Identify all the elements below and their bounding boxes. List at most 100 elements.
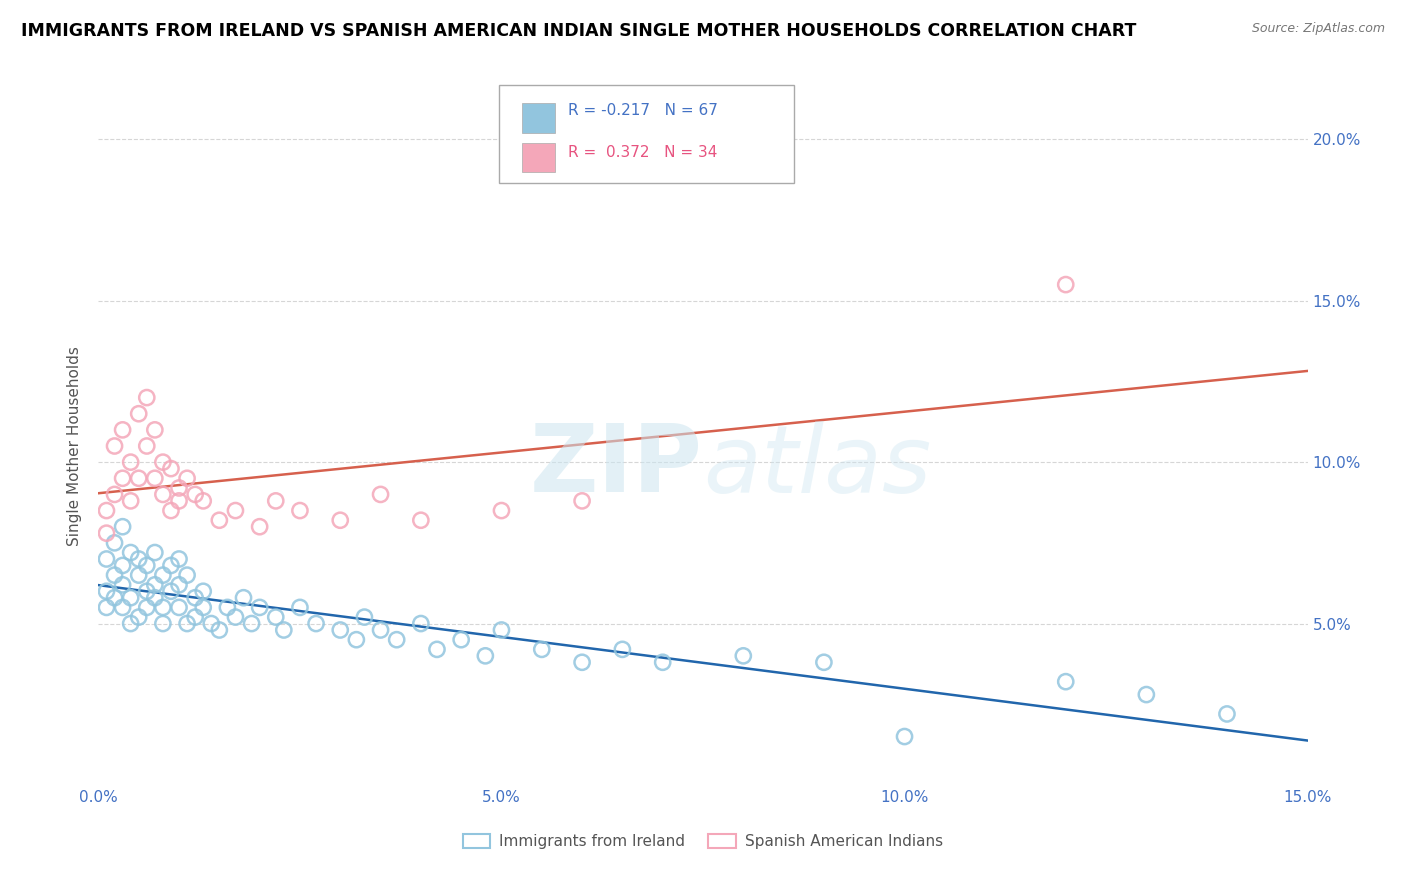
Point (450, 632, 472, 647)
Point (208, 623, 231, 637)
Point (217, 600, 239, 615)
Point (329, 513, 352, 527)
Point (249, 600, 271, 615)
Point (96, 552, 118, 566)
Point (1216, 706, 1239, 721)
Point (249, 519, 271, 533)
Point (240, 616, 263, 631)
Point (167, 481, 190, 495)
Point (135, 584, 157, 599)
Point (167, 600, 190, 615)
Point (160, 503, 183, 517)
Text: R = -0.217   N = 67: R = -0.217 N = 67 (568, 103, 718, 119)
Point (893, 730, 915, 744)
Point (193, 584, 215, 599)
Point (111, 519, 134, 533)
Point (232, 591, 254, 605)
Point (128, 471, 150, 485)
Point (193, 494, 215, 508)
Point (571, 655, 593, 669)
Point (128, 568, 150, 582)
Point (571, 494, 593, 508)
Point (152, 455, 174, 469)
Point (96, 600, 118, 615)
Point (120, 455, 142, 469)
Point (167, 578, 190, 592)
Point (184, 591, 207, 605)
Point (167, 494, 190, 508)
Point (176, 616, 198, 631)
Point (264, 610, 287, 624)
Point (143, 423, 166, 437)
Point (651, 655, 673, 669)
Legend: Immigrants from Ireland, Spanish American Indians: Immigrants from Ireland, Spanish America… (457, 828, 949, 855)
Point (224, 610, 246, 624)
Point (184, 487, 207, 501)
Point (208, 513, 231, 527)
Point (1054, 277, 1077, 292)
Point (409, 513, 432, 527)
Point (370, 623, 392, 637)
Point (176, 471, 198, 485)
Text: ZIP: ZIP (530, 420, 703, 512)
Point (353, 610, 375, 624)
Point (128, 407, 150, 421)
Point (103, 536, 125, 550)
Point (111, 471, 134, 485)
Y-axis label: Single Mother Households: Single Mother Households (67, 346, 83, 546)
Point (344, 632, 367, 647)
Point (152, 568, 174, 582)
Point (1054, 674, 1077, 689)
Point (111, 558, 134, 573)
Point (530, 642, 553, 657)
Text: Source: ZipAtlas.com: Source: ZipAtlas.com (1251, 22, 1385, 36)
Point (288, 503, 311, 517)
Point (135, 391, 157, 405)
Point (329, 623, 352, 637)
Point (426, 642, 449, 657)
Point (120, 545, 142, 559)
Point (152, 600, 174, 615)
Point (143, 471, 166, 485)
Point (143, 545, 166, 559)
Point (135, 439, 157, 453)
Point (96, 503, 118, 517)
Point (103, 568, 125, 582)
Point (103, 591, 125, 605)
Point (273, 623, 295, 637)
Point (1135, 688, 1157, 702)
Point (264, 494, 287, 508)
Point (135, 558, 157, 573)
Point (160, 558, 183, 573)
Point (96, 584, 118, 599)
Point (288, 600, 311, 615)
Point (111, 578, 134, 592)
Point (143, 591, 166, 605)
Point (385, 632, 408, 647)
Point (135, 600, 157, 615)
Point (409, 616, 432, 631)
Point (128, 552, 150, 566)
Point (474, 648, 496, 663)
Point (160, 461, 183, 475)
Point (120, 494, 142, 508)
Point (200, 616, 222, 631)
Point (224, 503, 246, 517)
Point (370, 487, 392, 501)
Point (167, 552, 190, 566)
Point (305, 616, 328, 631)
Point (111, 600, 134, 615)
Point (193, 600, 215, 615)
Point (143, 578, 166, 592)
Point (733, 648, 755, 663)
Point (96, 526, 118, 541)
Point (176, 568, 198, 582)
Point (813, 655, 835, 669)
Point (152, 616, 174, 631)
Point (491, 623, 513, 637)
Point (184, 610, 207, 624)
Point (612, 642, 634, 657)
Text: IMMIGRANTS FROM IRELAND VS SPANISH AMERICAN INDIAN SINGLE MOTHER HOUSEHOLDS CORR: IMMIGRANTS FROM IRELAND VS SPANISH AMERI… (21, 22, 1136, 40)
Point (160, 584, 183, 599)
Text: atlas: atlas (703, 421, 931, 512)
